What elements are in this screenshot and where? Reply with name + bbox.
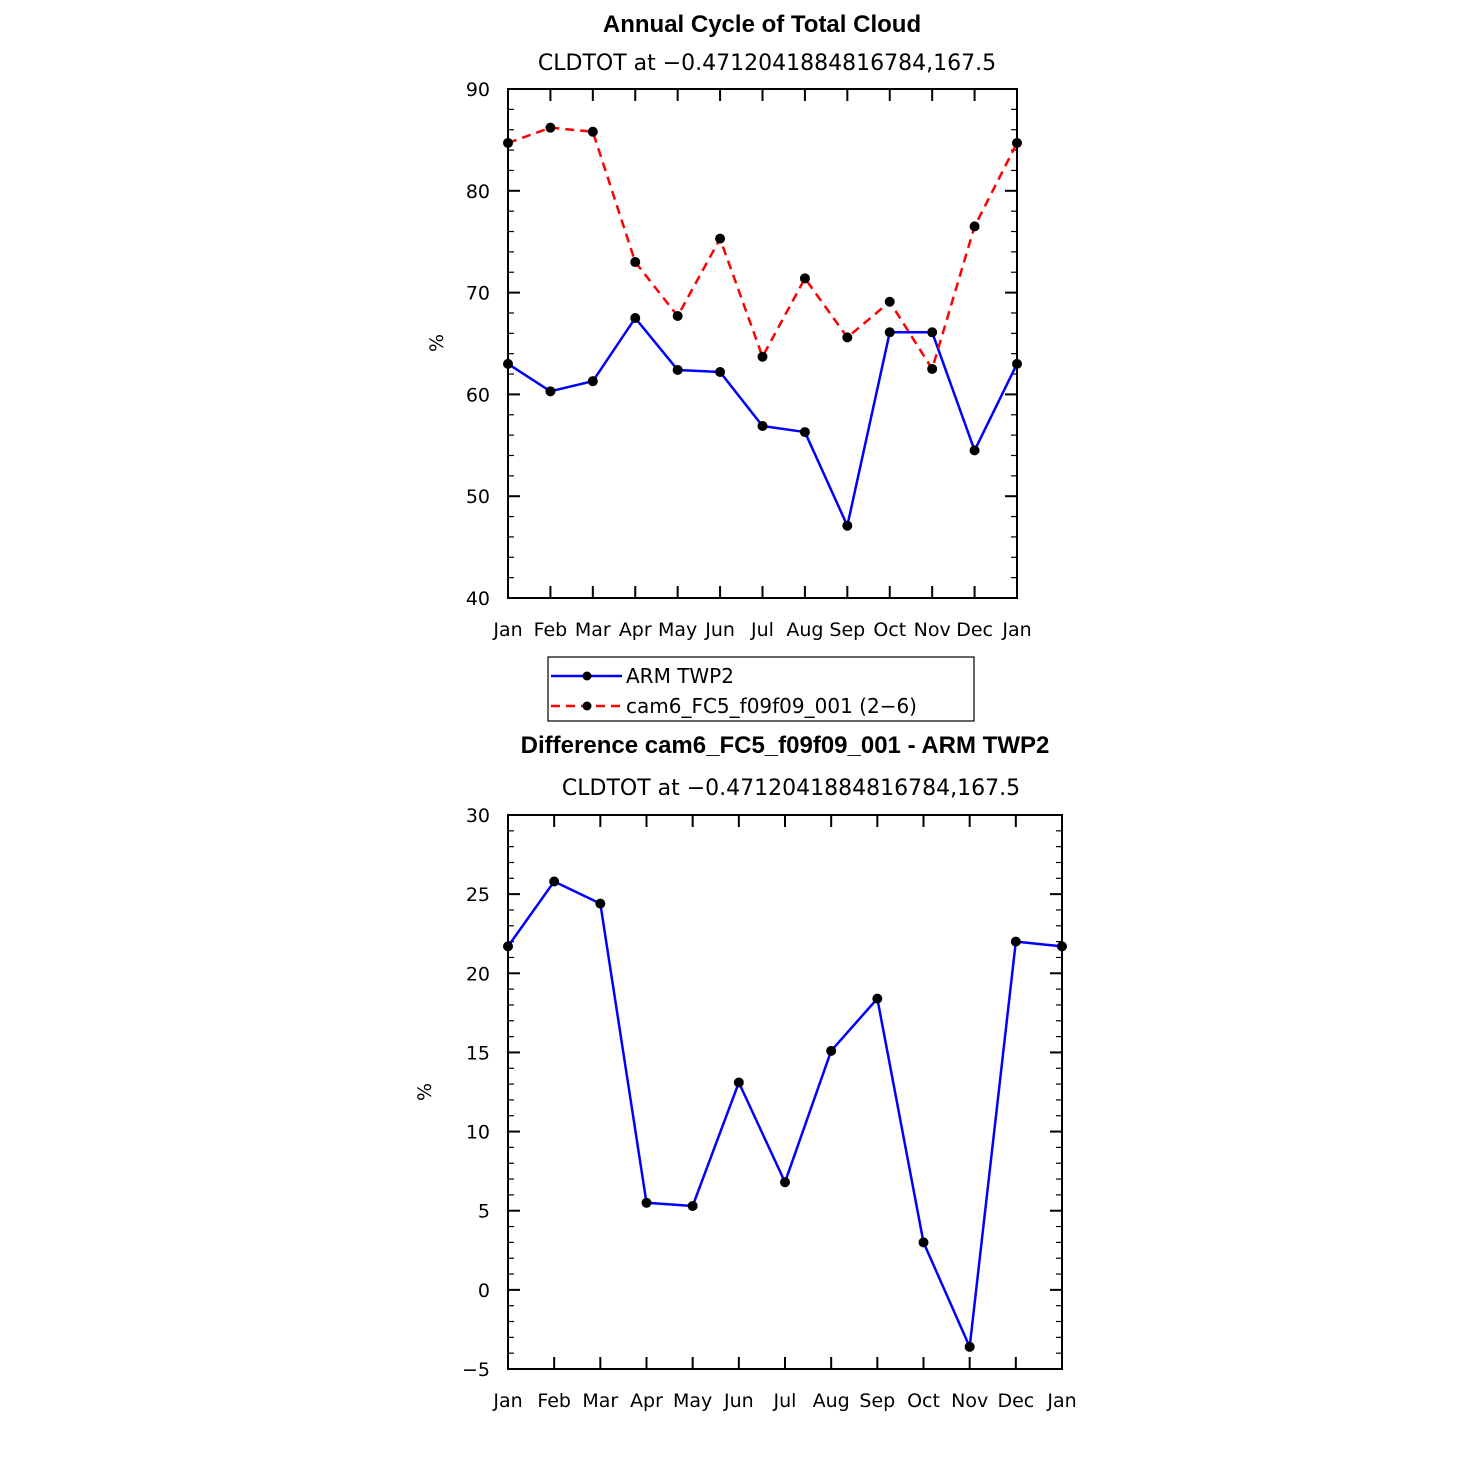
data-point bbox=[1057, 941, 1067, 952]
x-tick-label: Aug bbox=[813, 1390, 850, 1412]
series-line-1 bbox=[507, 126, 1019, 371]
data-point bbox=[641, 1197, 652, 1208]
data-point bbox=[884, 327, 895, 338]
y-tick-label: 70 bbox=[466, 283, 490, 305]
x-tick-label: Feb bbox=[537, 1390, 571, 1412]
data-point bbox=[780, 1177, 790, 1188]
legend-label-arm-twp2: ARM TWP2 bbox=[626, 664, 734, 688]
data-point bbox=[549, 876, 560, 887]
x-tick-label: Jun bbox=[704, 619, 735, 641]
chart1-title: Annual Cycle of Total Cloud bbox=[603, 11, 921, 38]
x-tick-label: Jan bbox=[492, 619, 522, 641]
data-point bbox=[969, 221, 980, 232]
data-point bbox=[503, 137, 513, 148]
y-tick-label: 25 bbox=[466, 884, 490, 906]
x-tick-label: Apr bbox=[619, 619, 652, 641]
data-point bbox=[715, 367, 726, 378]
data-point bbox=[757, 420, 768, 431]
data-point bbox=[715, 233, 726, 244]
x-tick-label: Jan bbox=[1001, 619, 1031, 641]
data-point bbox=[969, 445, 980, 456]
y-tick-label: 80 bbox=[466, 181, 490, 203]
x-tick-label: Oct bbox=[907, 1390, 940, 1412]
data-point bbox=[964, 1341, 975, 1352]
x-tick-label: Dec bbox=[956, 619, 993, 641]
x-tick-label: Jan bbox=[1046, 1390, 1076, 1412]
x-tick-label: May bbox=[673, 1390, 712, 1412]
legend-marker-arm-twp2 bbox=[582, 671, 592, 681]
x-tick-label: Sep bbox=[829, 619, 865, 641]
y-tick-label: 30 bbox=[466, 805, 490, 827]
data-point bbox=[503, 358, 513, 369]
legend-label-cam6: cam6_FC5_f09f09_001 (2−6) bbox=[626, 694, 917, 718]
y-tick-label: 10 bbox=[466, 1122, 490, 1144]
data-point bbox=[503, 941, 513, 952]
x-tick-label: Feb bbox=[534, 619, 568, 641]
data-point bbox=[587, 376, 598, 387]
chart1-legend: ARM TWP2 cam6_FC5_f09f09_001 (2−6) bbox=[547, 656, 975, 722]
data-point bbox=[1012, 137, 1022, 148]
data-point bbox=[884, 296, 895, 307]
data-point bbox=[799, 427, 810, 438]
x-tick-label: Mar bbox=[575, 619, 611, 641]
series-line-0 bbox=[506, 880, 1063, 1349]
x-tick-label: Nov bbox=[951, 1390, 988, 1412]
data-point bbox=[595, 898, 606, 909]
data-point bbox=[757, 351, 768, 362]
data-point bbox=[799, 273, 810, 284]
chart2-subtitle: CLDTOT at −0.4712041884816784,167.5 bbox=[562, 776, 1020, 801]
chart2-y-axis-label: % bbox=[414, 1083, 436, 1101]
y-tick-label: 5 bbox=[478, 1201, 490, 1223]
data-point bbox=[545, 122, 556, 133]
y-tick-label: 20 bbox=[466, 963, 490, 985]
x-tick-label: Apr bbox=[630, 1390, 663, 1412]
y-tick-label: 60 bbox=[466, 384, 490, 406]
y-tick-label: 15 bbox=[466, 1042, 490, 1064]
chart2-title: Difference cam6_FC5_f09f09_001 - ARM TWP… bbox=[521, 732, 1050, 759]
x-tick-label: Sep bbox=[859, 1390, 895, 1412]
legend-marker-cam6 bbox=[582, 701, 592, 711]
data-point bbox=[872, 993, 883, 1004]
data-point bbox=[826, 1045, 837, 1056]
x-tick-label: Nov bbox=[914, 619, 951, 641]
chart2-plot: −5 0 5 10 15 20 25 30 Jan Feb Mar Apr May Jun Jul Aug Se… bbox=[462, 805, 1077, 1412]
data-point bbox=[842, 520, 853, 531]
data-point bbox=[630, 257, 641, 268]
data-point bbox=[672, 364, 683, 375]
x-tick-label: Aug bbox=[786, 619, 823, 641]
data-point bbox=[672, 311, 683, 322]
chart1-subtitle: CLDTOT at −0.4712041884816784,167.5 bbox=[538, 51, 996, 76]
data-point bbox=[545, 386, 556, 397]
x-tick-label: Jun bbox=[723, 1390, 754, 1412]
data-point bbox=[1012, 358, 1022, 369]
y-tick-label: −5 bbox=[462, 1359, 490, 1381]
data-point bbox=[587, 126, 598, 137]
data-point bbox=[733, 1077, 744, 1088]
y-tick-label: 40 bbox=[466, 588, 490, 610]
y-tick-label: 0 bbox=[478, 1280, 490, 1302]
legend-frame bbox=[547, 656, 975, 722]
data-point bbox=[927, 327, 938, 338]
x-tick-label: Jan bbox=[492, 1390, 522, 1412]
data-point bbox=[842, 332, 853, 343]
data-point bbox=[687, 1200, 698, 1211]
data-point bbox=[1010, 936, 1021, 947]
x-tick-label: Oct bbox=[873, 619, 906, 641]
data-point bbox=[927, 363, 938, 374]
chart1-plot: 40 50 60 70 80 90 Jan Feb Mar Apr May Jun Jul Aug Sep O… bbox=[466, 79, 1032, 641]
x-tick-label: Jul bbox=[773, 1390, 797, 1412]
data-point bbox=[630, 313, 641, 324]
y-tick-label: 90 bbox=[466, 79, 490, 101]
y-tick-label: 50 bbox=[466, 486, 490, 508]
x-tick-label: May bbox=[658, 619, 697, 641]
x-tick-label: Jul bbox=[750, 619, 774, 641]
x-tick-label: Dec bbox=[997, 1390, 1034, 1412]
chart1-y-axis-label: % bbox=[426, 334, 448, 352]
data-point bbox=[918, 1237, 929, 1248]
x-tick-label: Mar bbox=[582, 1390, 618, 1412]
